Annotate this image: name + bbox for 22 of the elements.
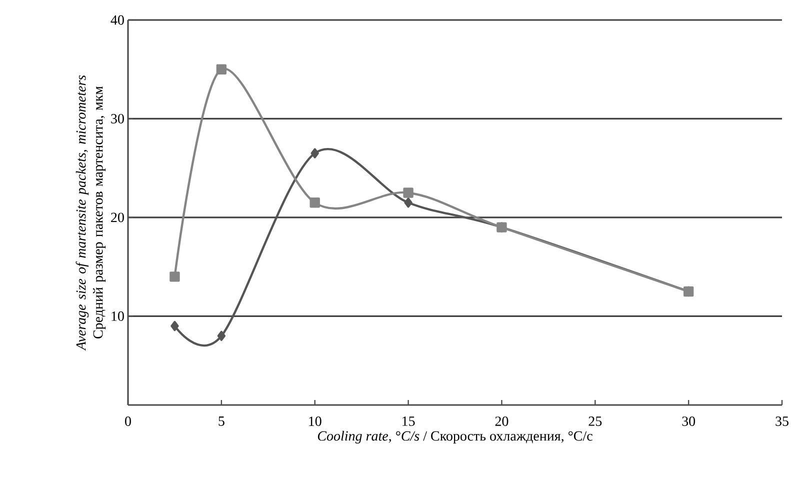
- y-axis-title: Average size of martensite packets, micrometers Средний размер пакетов мартенсита, мкм: [76, 75, 106, 351]
- x-tick-label: 35: [776, 416, 788, 426]
- point: [404, 198, 412, 208]
- point: [217, 330, 226, 341]
- point: [170, 272, 180, 282]
- y-tick-label: 40: [110, 15, 124, 25]
- x-tick-label: 15: [402, 416, 415, 426]
- y-tick-label: 20: [111, 212, 124, 222]
- x-tick-label: 0: [125, 416, 131, 426]
- y-tick-label: 30: [111, 114, 124, 124]
- point: [310, 198, 320, 208]
- point: [170, 320, 179, 332]
- point: [216, 64, 227, 74]
- point: [310, 148, 319, 158]
- x-tick-label: 10: [309, 416, 322, 426]
- x-tick-label: 25: [588, 416, 602, 426]
- x-tick-label: 5: [218, 416, 224, 426]
- y-tick-label: 10: [112, 311, 124, 321]
- point: [403, 188, 414, 198]
- x-tick-label: 20: [495, 416, 508, 426]
- x-tick-label: 30: [682, 416, 696, 426]
- x-axis-title: Cooling rate, °C/s / Скорость охлаждения, °C/с: [318, 430, 592, 444]
